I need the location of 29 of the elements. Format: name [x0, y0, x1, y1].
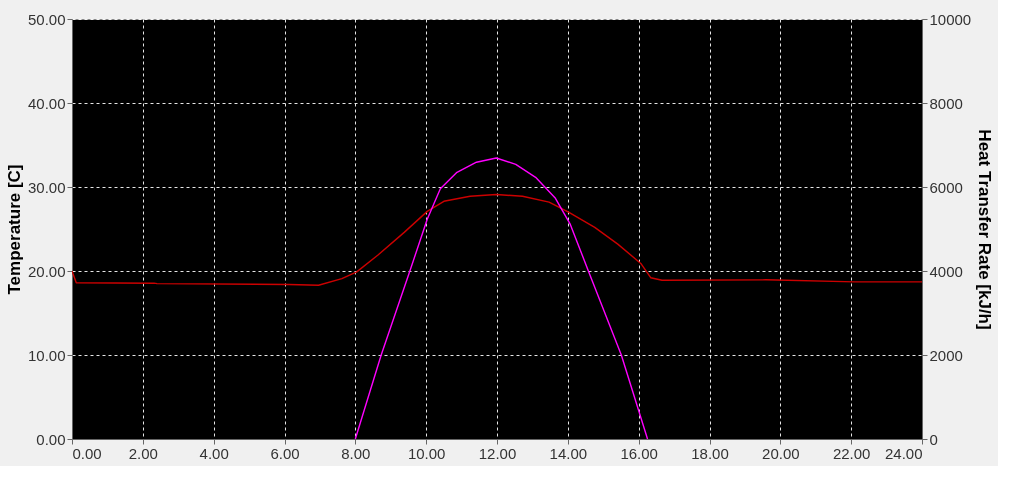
x-tick-label: 2.00	[128, 444, 158, 462]
x-tick-label: 16.00	[620, 444, 658, 462]
x-tick-label: 14.00	[549, 444, 588, 462]
x-tick-label: 0.00	[72, 444, 102, 462]
x-tick-label: 24.00	[884, 444, 923, 462]
x-tick-label: 20.00	[762, 444, 800, 462]
x-tick-label: 12.00	[478, 444, 517, 462]
y-tick-label: 40.00	[27, 94, 66, 112]
y-tick-label: 20.00	[27, 262, 66, 280]
x-tick-label: 8.00	[341, 444, 371, 462]
y-axis-title: Temperature [C]	[4, 164, 24, 295]
y2-axis-title: Heat Transfer Rate [kJ/h]	[975, 129, 995, 330]
y2-tick-label: 10000	[929, 10, 972, 28]
line-series	[354, 157, 649, 439]
y2-tick-label: 2000	[929, 346, 963, 364]
y2-tick-label: 8000	[929, 94, 963, 112]
x-tick-label: 10.00	[407, 444, 446, 462]
x-tick-label: 6.00	[270, 444, 300, 462]
line-series	[72, 193, 922, 286]
x-tick-label: 22.00	[832, 444, 871, 462]
y-tick-label: 50.00	[27, 10, 66, 28]
y2-tick-label: 4000	[929, 262, 963, 280]
y-tick-label: 0.00	[36, 430, 66, 448]
y2-tick-label: 0	[929, 430, 938, 448]
x-tick-label: 4.00	[199, 444, 229, 462]
x-tick-label: 18.00	[691, 444, 729, 462]
y-tick-label: 30.00	[27, 178, 66, 196]
y2-tick-label: 6000	[929, 178, 963, 196]
y-tick-label: 10.00	[27, 346, 66, 364]
